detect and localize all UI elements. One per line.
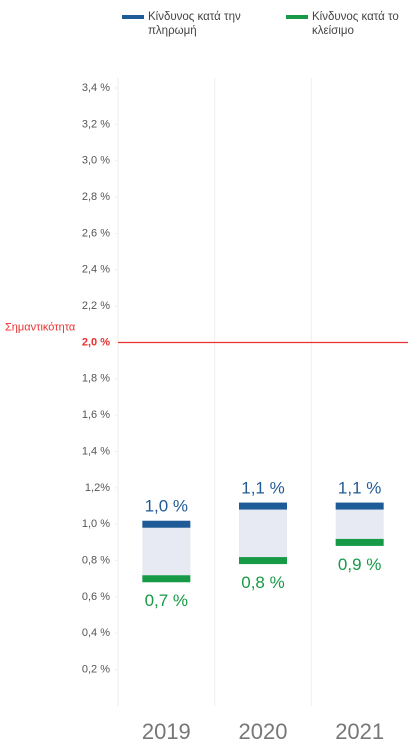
y-tick-label: 0,8 % <box>82 554 110 566</box>
marker <box>142 575 191 583</box>
y-tick-label: 2,6 % <box>82 227 110 239</box>
y-tick-label: 3,0 % <box>82 155 110 167</box>
y-tick-label: 2,8 % <box>82 191 110 203</box>
x-tick-label: 2020 <box>239 719 288 744</box>
y-tick-label: 0,6 % <box>82 591 110 603</box>
y-tick-label: 1,0 % <box>82 518 110 530</box>
marker <box>239 557 287 565</box>
legend-swatch <box>122 15 144 19</box>
legend-item: Κίνδυνος κατά την πληρωμή <box>122 10 244 38</box>
legend-label: Κίνδυνος κατά το κλείσιμο <box>312 11 399 37</box>
data-label: 1,0 % <box>145 497 188 516</box>
x-tick-label: 2021 <box>335 719 384 744</box>
data-label: 0,8 % <box>241 573 284 592</box>
marker <box>335 538 384 546</box>
marker <box>142 520 191 528</box>
range-box <box>335 506 384 543</box>
y-tick-label: 3,2 % <box>82 118 110 130</box>
y-tick-label: 2,0 % <box>82 336 110 348</box>
data-label: 1,1 % <box>241 479 284 498</box>
y-tick-label: 1,4 % <box>82 445 110 457</box>
threshold-label: Σημαντικότητα <box>5 321 76 333</box>
y-tick-label: 0,2 % <box>82 664 110 676</box>
y-tick-label: 3,4 % <box>82 82 110 94</box>
y-tick-label: 1,2% <box>85 482 110 494</box>
y-tick-label: 1,8 % <box>82 373 110 385</box>
y-tick-label: 1,6 % <box>82 409 110 421</box>
legend-swatch <box>286 15 308 19</box>
y-tick-label: 2,2 % <box>82 300 110 312</box>
marker <box>335 502 384 510</box>
x-tick-label: 2019 <box>142 719 191 744</box>
data-label: 0,9 % <box>338 555 381 574</box>
data-label: 0,7 % <box>145 591 188 610</box>
legend-item: Κίνδυνος κατά το κλείσιμο <box>286 10 412 38</box>
y-tick-label: 0,4 % <box>82 627 110 639</box>
marker <box>239 502 287 510</box>
range-box <box>142 524 191 579</box>
y-tick-label: 2,4 % <box>82 264 110 276</box>
data-label: 1,1 % <box>338 479 381 498</box>
range-box <box>239 506 287 561</box>
legend-label: Κίνδυνος κατά την πληρωμή <box>148 11 241 37</box>
